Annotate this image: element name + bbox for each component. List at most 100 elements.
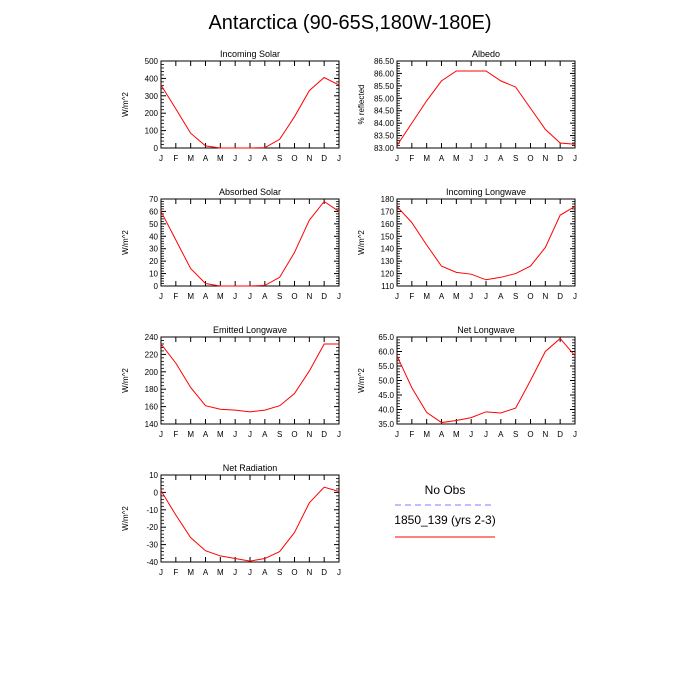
x-tick-label: J [248,430,252,439]
x-tick-label: M [187,568,194,577]
x-tick-label: A [439,292,445,301]
x-tick-label: J [233,568,237,577]
y-tick-label: 10 [149,471,158,480]
y-tick-label: 160 [381,220,395,229]
y-tick-label: 120 [381,270,395,279]
x-tick-label: J [233,292,237,301]
y-tick-label: -30 [146,541,158,550]
x-tick-label: N [306,154,312,163]
panel-title: Net Longwave [457,325,515,335]
x-tick-label: S [277,154,282,163]
x-tick-label: A [498,292,504,301]
x-tick-label: A [439,154,445,163]
y-tick-label: 100 [145,127,159,136]
panel-1: Albedo % reflected 83.00 83.50 84.00 84.50 85.… [357,49,577,163]
x-tick-label: S [513,430,518,439]
y-tick-label: 0 [154,144,159,153]
x-tick-label: J [484,154,488,163]
x-tick-label: A [203,292,209,301]
panel-3: Incoming Longwave W/m^2 110 120 130 140 150 160… [357,187,577,301]
x-tick-label: M [453,292,460,301]
x-tick-label: D [557,154,563,163]
y-axis-label: W/m^2 [121,506,130,531]
y-tick-label: 55.0 [378,362,394,371]
legend-label-no-obs: No Obs [425,483,466,497]
x-tick-label: O [527,154,533,163]
y-tick-label: 83.00 [374,144,395,153]
plot-frame [396,336,576,425]
x-tick-label: J [159,292,163,301]
page-title: Antarctica (90-65S,180W-180E) [208,12,492,34]
y-tick-label: 180 [381,195,395,204]
x-tick-label: F [173,292,178,301]
legend-label-model: 1850_139 (yrs 2-3) [394,513,495,527]
x-tick-label: F [173,568,178,577]
x-tick-label: M [453,154,460,163]
x-tick-label: F [173,154,178,163]
plot-frame [160,474,340,563]
x-tick-label: J [248,568,252,577]
x-tick-label: A [203,430,209,439]
x-tick-label: J [395,292,399,301]
x-tick-label: A [498,154,504,163]
x-tick-label: O [527,292,533,301]
y-tick-label: 150 [381,232,395,241]
x-tick-label: A [203,154,209,163]
x-tick-label: O [291,154,297,163]
panel-title: Absorbed Solar [219,187,281,197]
y-tick-label: -40 [146,558,158,567]
y-tick-label: 84.50 [374,107,395,116]
y-tick-label: 85.00 [374,94,395,103]
y-tick-label: 300 [145,92,159,101]
x-tick-label: N [306,568,312,577]
x-tick-label: A [439,430,445,439]
x-tick-label: O [291,430,297,439]
y-axis-label: W/m^2 [121,230,130,255]
x-tick-label: J [248,154,252,163]
x-tick-label: J [248,292,252,301]
y-tick-label: 200 [145,109,159,118]
x-tick-label: J [469,430,473,439]
x-tick-label: J [159,430,163,439]
y-tick-label: 110 [381,282,394,291]
x-tick-label: J [159,568,163,577]
x-tick-label: D [321,154,327,163]
y-tick-label: 70 [149,195,158,204]
y-tick-label: 45.0 [378,391,394,400]
series-line [160,76,340,149]
x-tick-label: J [337,568,341,577]
x-tick-label: J [337,430,341,439]
x-tick-label: D [321,430,327,439]
x-tick-label: J [573,154,577,163]
x-tick-label: S [513,154,518,163]
x-tick-label: F [409,292,414,301]
y-tick-label: 86.00 [374,69,395,78]
y-tick-label: 65.0 [378,333,394,342]
panel-5: Net Longwave W/m^2 35.0 40.0 45.0 50.0 55.0 60.… [357,325,577,439]
plot-frame [160,336,340,425]
y-tick-label: 160 [145,403,159,412]
x-tick-label: M [423,292,430,301]
panel-title: Net Radiation [223,463,278,473]
y-tick-label: 40.0 [378,406,394,415]
x-tick-label: S [277,430,282,439]
y-tick-label: -10 [146,506,158,515]
x-tick-label: J [337,154,341,163]
x-tick-label: F [409,430,414,439]
x-tick-label: J [484,292,488,301]
x-tick-label: N [542,292,548,301]
x-tick-label: J [395,430,399,439]
x-tick-label: M [453,430,460,439]
y-tick-label: 140 [381,245,395,254]
y-axis-label: W/m^2 [357,368,366,393]
y-tick-label: 220 [145,350,159,359]
x-tick-label: M [423,154,430,163]
x-tick-label: N [306,430,312,439]
x-tick-label: M [217,568,224,577]
x-tick-label: N [542,430,548,439]
y-tick-label: 60 [149,207,158,216]
